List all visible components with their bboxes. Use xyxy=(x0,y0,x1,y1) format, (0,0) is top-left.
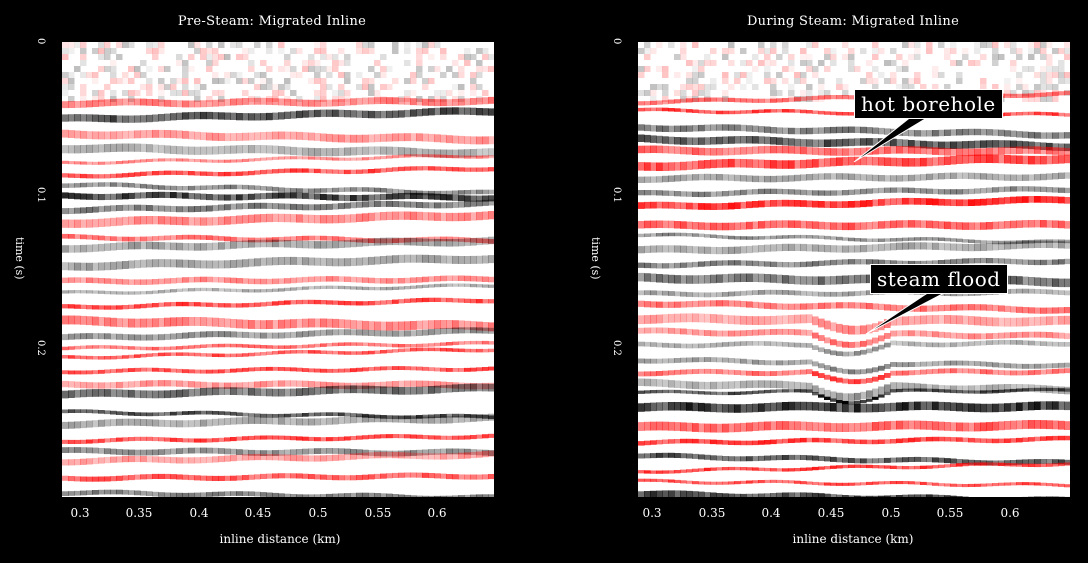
hot-borehole-callout: hot borehole xyxy=(854,89,1003,119)
pre-steam-panel: Pre-Steam: Migrated Inline time (s) 0 0.… xyxy=(13,14,494,546)
x-tick-label: 0.35 xyxy=(125,506,153,520)
steam-flood-callout: steam flood xyxy=(870,264,1008,294)
during-steam-panel: During Steam: Migrated Inline time (s) 0… xyxy=(544,0,1088,563)
x-tick-label: 0.4 xyxy=(761,506,781,520)
seismic-image-pre-steam xyxy=(62,42,494,497)
x-tick-label: 0.45 xyxy=(244,506,272,520)
y-tick-label: 0.1 xyxy=(35,187,46,203)
x-axis-label: inline distance (km) xyxy=(219,532,341,546)
panel-title: During Steam: Migrated Inline xyxy=(746,14,960,29)
y-axis-label: time (s) xyxy=(589,237,602,280)
x-tick-label: 0.55 xyxy=(364,506,392,520)
y-tick-label: 0 xyxy=(35,38,46,45)
x-tick-label: 0.4 xyxy=(189,506,209,520)
y-tick-label: 0.1 xyxy=(611,187,622,203)
y-tick-label: 0 xyxy=(611,38,622,45)
x-tick-label: 0.45 xyxy=(817,506,845,520)
y-tick-label: 0.2 xyxy=(35,340,46,356)
y-axis-label: time (s) xyxy=(13,237,26,280)
y-tick-label: 0.2 xyxy=(611,340,622,356)
x-axis-label: inline distance (km) xyxy=(792,532,914,546)
x-tick-label: 0.5 xyxy=(881,506,901,520)
x-tick-label: 0.6 xyxy=(427,506,447,520)
x-tick-label: 0.3 xyxy=(70,506,90,520)
x-tick-label: 0.3 xyxy=(642,506,662,520)
x-tick-label: 0.35 xyxy=(698,506,726,520)
panel-title: Pre-Steam: Migrated Inline xyxy=(177,14,367,29)
x-tick-label: 0.6 xyxy=(1000,506,1020,520)
x-tick-label: 0.5 xyxy=(308,506,328,520)
x-tick-label: 0.55 xyxy=(936,506,964,520)
